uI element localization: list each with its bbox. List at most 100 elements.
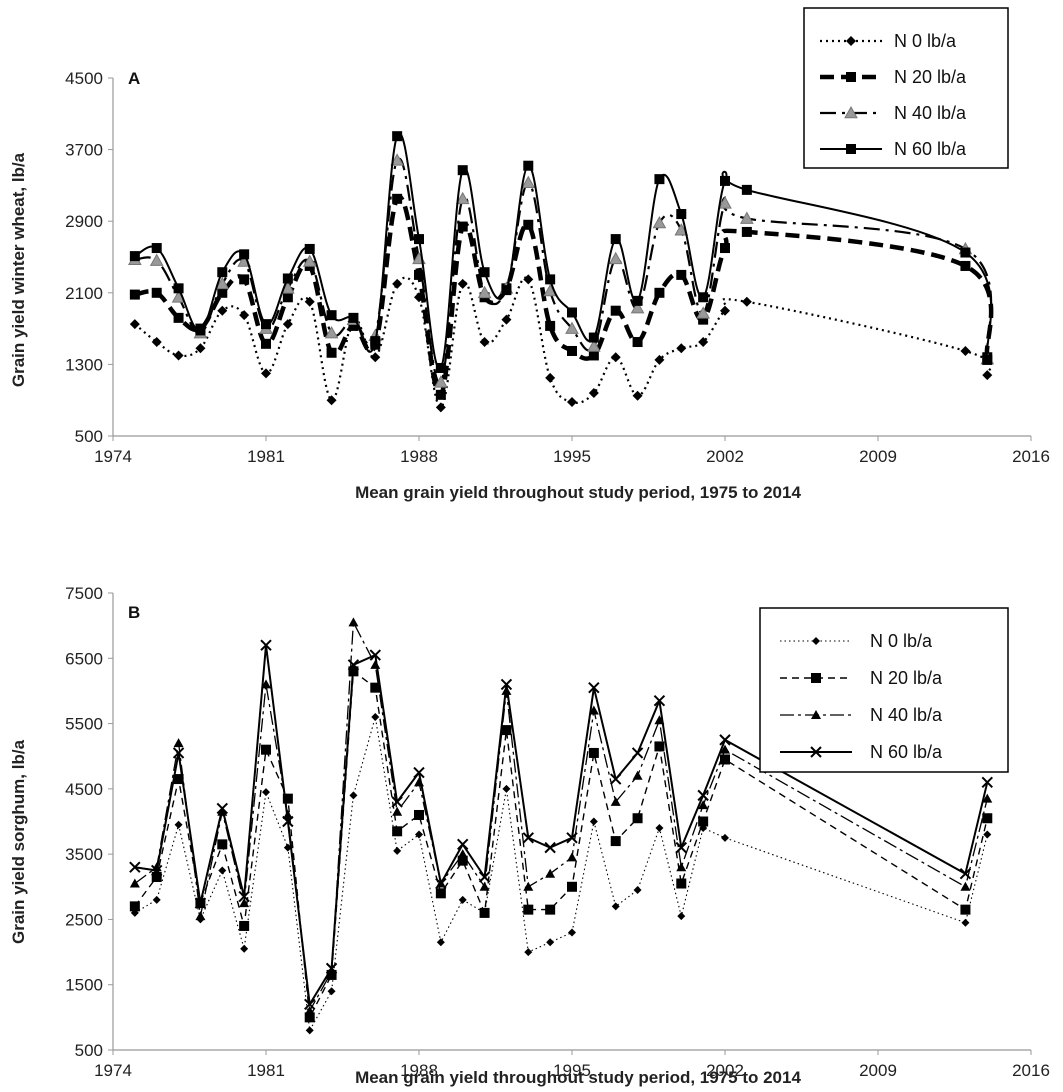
panel-b-series-0-point xyxy=(633,886,642,895)
panel-a-series-1-point xyxy=(348,320,359,331)
panel-b-series-0-point xyxy=(524,948,533,957)
panel-a-series-3-point xyxy=(632,295,643,306)
panel-a-series-2-point xyxy=(718,196,732,209)
panel-a-legend-entry-2: N 40 lb/a xyxy=(894,103,967,123)
panel-b-x-tick-label: 1974 xyxy=(94,1061,132,1080)
panel-a-series-0-point xyxy=(261,368,271,379)
panel-b-series-3-point xyxy=(719,734,731,746)
panel-b-series-2-point xyxy=(173,738,184,748)
panel-a-series-3-point xyxy=(282,273,293,284)
panel-a-series-3-point xyxy=(567,307,577,318)
panel-b-y-axis-title: Grain yield sorghum, lb/a xyxy=(9,739,28,944)
panel-a-legend: N 0 lb/a N 20 lb/a N 40 lb/a N 60 lb/a xyxy=(803,7,1009,169)
panel-a-series-2-point xyxy=(149,253,164,266)
panel-a-x-tick-label: 1988 xyxy=(400,447,438,466)
panel-b-y-tick-label: 4500 xyxy=(65,780,103,799)
panel-b-series-0-point xyxy=(721,833,729,842)
panel-a-series-3-point xyxy=(304,243,315,254)
panel-a: A Grain yield winter wheat, lb/a Mean gr… xyxy=(9,7,1050,502)
panel-a-series-2-point xyxy=(587,339,601,352)
panel-a-x-tick-label: 1995 xyxy=(553,447,591,466)
panel-a-series-1-point xyxy=(261,338,271,349)
panel-b-x-tick-label: 1988 xyxy=(400,1061,438,1080)
panel-a-series-0-point xyxy=(698,337,709,348)
panel-a-series-0-point xyxy=(129,319,140,330)
panel-b-series-2-point xyxy=(239,898,250,908)
panel-a-series-1-point xyxy=(610,305,621,316)
panel-a-label: A xyxy=(128,69,140,88)
panel-b-series-1-point xyxy=(720,754,730,765)
panel-b-x-tick-label: 2009 xyxy=(859,1061,897,1080)
panel-b-series-1-point xyxy=(261,744,271,755)
panel-b-x-axis-title: Mean grain yield throughout study period… xyxy=(355,1068,801,1087)
panel-a-series-2-point xyxy=(565,321,579,334)
panel-a-series-0-point xyxy=(632,390,643,401)
panel-a-series-1-point xyxy=(435,389,446,400)
panel-a-series-3-point xyxy=(370,336,381,347)
panel-b-series-1-point xyxy=(982,813,993,824)
panel-a-series-2-line xyxy=(134,157,993,385)
panel-a-series-2-point xyxy=(455,191,470,205)
panel-a-series-2-point xyxy=(324,326,339,339)
panel-a-series-3-point xyxy=(217,267,228,278)
panel-a-series-1-point xyxy=(151,287,162,298)
panel-a-series-0-line xyxy=(134,276,993,409)
panel-a-y-tick-label: 4500 xyxy=(65,69,103,88)
panel-b-series-3-point xyxy=(194,897,207,909)
panel-a-series-0-markers xyxy=(129,274,993,413)
panel-b-series-1-point xyxy=(239,920,250,931)
panel-b-series-1-point xyxy=(960,904,971,915)
panel-b-y-tick-label: 1500 xyxy=(65,976,103,995)
panel-b-series-1-line xyxy=(134,670,988,1019)
panel-a-series-2-point xyxy=(630,300,645,314)
panel-b-series-0-point xyxy=(568,928,576,937)
panel-a-series-0-point xyxy=(173,350,184,361)
panel-a-legend-entry-1: N 20 lb/a xyxy=(894,67,967,87)
panel-a-series-3-point xyxy=(982,354,993,365)
panel-a-series-1-point xyxy=(720,243,730,254)
panel-a-series-3-point xyxy=(414,234,424,245)
panel-a-x-tick-label: 1981 xyxy=(247,447,285,466)
panel-b-legend-marker-0 xyxy=(812,637,820,645)
panel-a-series-3-point xyxy=(960,247,971,258)
panel-a-series-3-point xyxy=(195,325,206,336)
panel-b-series-1-point xyxy=(610,836,621,847)
panel-a-series-1-point xyxy=(676,269,687,280)
panel-a-series-3-point xyxy=(129,251,140,262)
panel-b-series-2-point xyxy=(610,796,621,806)
panel-a-series-3-point xyxy=(545,274,556,285)
panel-a-series-0-point xyxy=(676,343,687,354)
panel-a-series-3-markers xyxy=(129,131,993,373)
panel-a-series-0-point xyxy=(392,278,403,289)
panel-a-series-2-point xyxy=(390,153,404,166)
panel-a-x-axis-title: Mean grain yield throughout study period… xyxy=(355,483,801,502)
panel-b-series-2-line xyxy=(134,621,988,1012)
panel-a-legend-marker-1 xyxy=(846,72,856,82)
panel-b-y-tick-label: 6500 xyxy=(65,649,103,668)
panel-b-series-2-point xyxy=(588,705,599,715)
panel-b-series-2-point xyxy=(698,800,709,810)
panel-b-series-1-point xyxy=(304,1012,315,1023)
panel-a-series-3-point xyxy=(588,332,599,343)
panel-a-series-3-point xyxy=(435,362,446,373)
panel-a-series-1-point xyxy=(588,350,599,361)
panel-a-series-3-point xyxy=(523,160,534,171)
panel-b-series-3-point xyxy=(610,773,622,785)
panel-a-x-tick-label: 1974 xyxy=(94,447,132,466)
panel-b-y-tick-label: 7500 xyxy=(65,584,103,603)
panel-b-series-3-point xyxy=(282,815,294,828)
panel-b-series-0-point xyxy=(305,1026,314,1035)
panel-b-series-2-point xyxy=(304,1005,315,1015)
panel-a-series-0-point xyxy=(654,354,665,365)
panel-b: B Grain yield sorghum, lb/a Mean grain y… xyxy=(9,584,1050,1087)
panel-b-series-3-point xyxy=(588,681,600,694)
panel-b-legend-marker-1 xyxy=(811,673,821,683)
panel-a-series-0-point xyxy=(282,319,293,330)
panel-b-series-0-point xyxy=(174,820,183,829)
panel-b-legend-entry-2: N 40 lb/a xyxy=(870,705,943,725)
panel-a-series-1-point xyxy=(654,287,665,298)
panel-a-series-1-point xyxy=(960,260,971,271)
panel-b-series-3-point xyxy=(500,678,513,691)
panel-b-series-3-point xyxy=(522,832,534,844)
